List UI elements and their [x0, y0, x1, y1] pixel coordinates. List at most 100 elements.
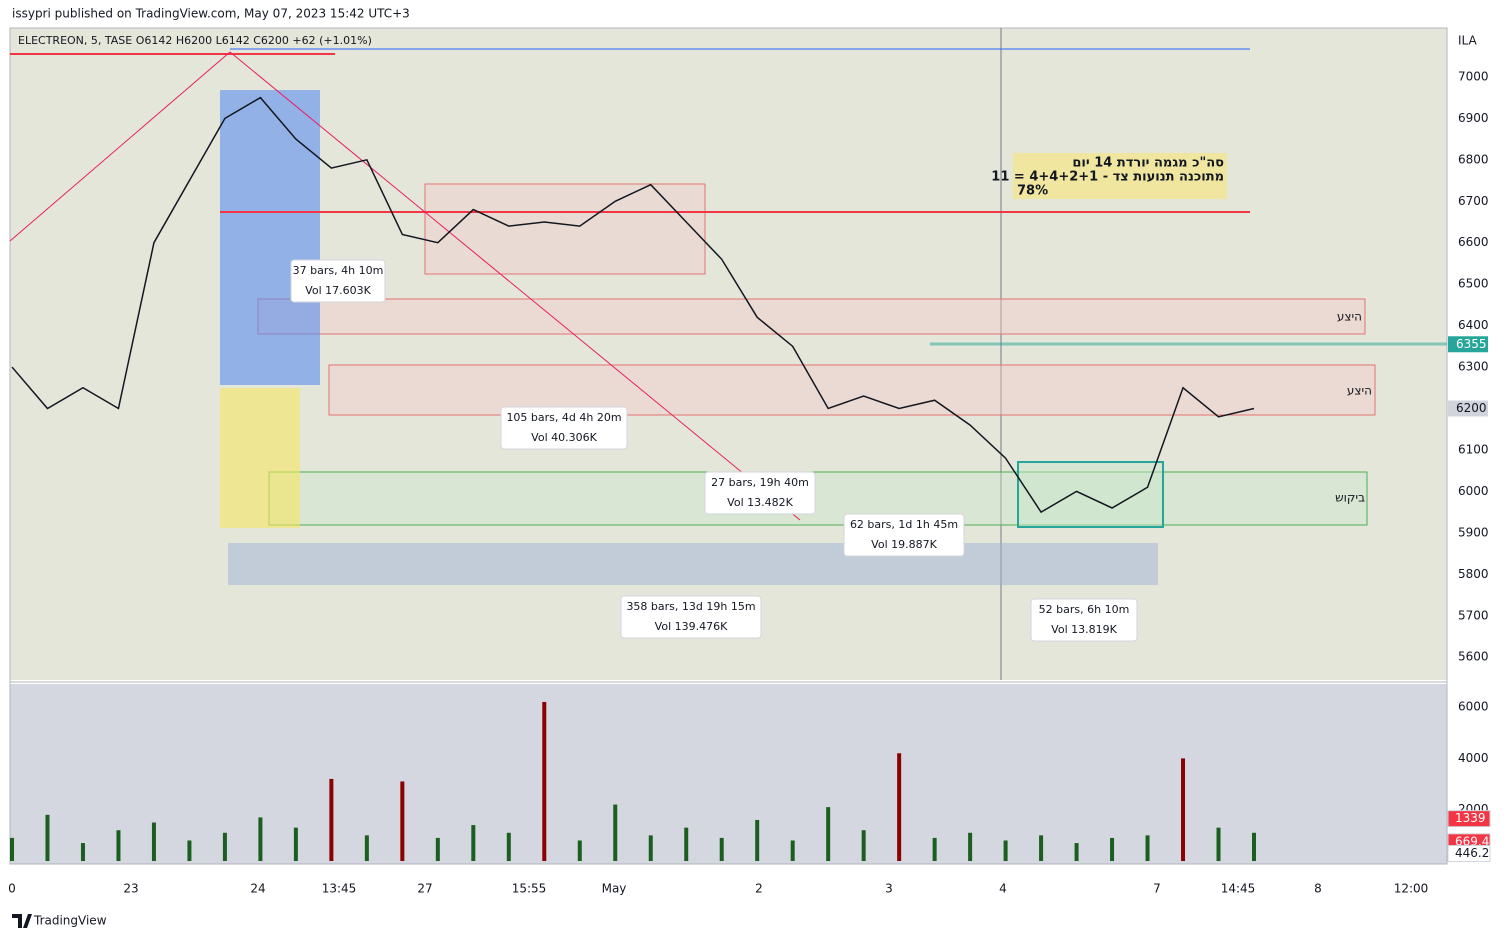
measure-text: Vol 13.482K: [727, 496, 793, 509]
trend-line: [9, 51, 231, 242]
zone-label: היצע: [1347, 384, 1372, 398]
time-label: 27: [417, 882, 432, 896]
measure-text: Vol 19.887K: [871, 538, 937, 551]
brand: TradingView: [33, 914, 107, 928]
volume-bar: [790, 840, 795, 861]
volume-bar: [10, 837, 14, 861]
volume-bar: [577, 840, 582, 861]
annotation-line: 11 = 4+4+2+1 - מתוכנה תנועות צד: [991, 170, 1224, 185]
zone-label: היצע: [1337, 310, 1362, 324]
measure-text: 62 bars, 1d 1h 45m: [850, 518, 958, 531]
y-tick-label: 6600: [1458, 235, 1489, 249]
measure-box: [620, 595, 762, 639]
volume-profile: [220, 90, 320, 385]
volume-level-label: 1339: [1455, 811, 1486, 825]
volume-bar: [1039, 835, 1044, 861]
zone-label: ביקוש: [1335, 491, 1365, 505]
volume-level-box: [1447, 845, 1491, 863]
measure-text: Vol 139.476K: [655, 620, 728, 633]
measure-box: [1030, 598, 1138, 642]
volume-bar: [1216, 827, 1221, 861]
volume-bar: [613, 804, 618, 861]
annotation-line: 78%: [1017, 184, 1048, 199]
measure-text: 105 bars, 4d 4h 20m: [506, 411, 621, 424]
time-label: 13:45: [322, 882, 357, 896]
y-tick-label: 5600: [1458, 650, 1489, 664]
volume-bar: [968, 832, 973, 861]
volume-bar: [471, 825, 476, 861]
measure-text: Vol 13.819K: [1051, 623, 1117, 636]
volume-bar: [1252, 832, 1256, 861]
y-tick-label: 5900: [1458, 525, 1489, 539]
range-box: [1017, 461, 1164, 528]
measure-text: 52 bars, 6h 10m: [1039, 603, 1130, 616]
y-tick-label: 5800: [1458, 567, 1489, 581]
volume-bar: [684, 827, 689, 861]
y-tick-label: 6700: [1458, 194, 1489, 208]
price-line: [11, 96, 1255, 514]
measure-text: 37 bars, 4h 10m: [293, 264, 384, 277]
volume-bar: [45, 814, 50, 861]
volume-bar: [719, 837, 724, 861]
measure-range: [228, 543, 1158, 585]
measure-box: [704, 471, 816, 515]
time-label: 12:00: [1394, 882, 1429, 896]
volume-bar: [187, 840, 192, 861]
volume-bar: [506, 832, 511, 861]
volume-bar: [897, 753, 902, 861]
volume-bar: [1181, 758, 1186, 861]
currency: ILA: [1458, 34, 1478, 48]
volume-bar: [80, 843, 85, 861]
symbol-info: ELECTREON, 5, TASE O6142 H6200 L6142 C62…: [18, 34, 372, 47]
volume-bar: [293, 827, 298, 861]
volume-pane: [10, 684, 1447, 864]
demand-zone: [268, 471, 1368, 526]
y-tick-label: 5700: [1458, 608, 1489, 622]
volume-bar: [116, 830, 121, 861]
y-tick-label: 6900: [1458, 111, 1489, 125]
measure-text: 358 bars, 13d 19h 15m: [626, 600, 755, 613]
measure-text: Vol 40.306K: [531, 431, 597, 444]
volume-bar: [222, 832, 227, 861]
time-label: 8: [1314, 882, 1322, 896]
time-label: 0: [8, 882, 16, 896]
y-tick-label: 6800: [1458, 152, 1489, 166]
measure-box: [290, 259, 386, 303]
time-label: May: [602, 882, 627, 896]
annotation-line: סה"כ מגמה יורדת 14 יום: [1072, 156, 1224, 171]
time-label: 2: [755, 882, 763, 896]
volume-bar: [826, 807, 831, 861]
volume-bar: [648, 835, 653, 861]
volume-bar: [1003, 840, 1008, 861]
volume-bar: [1145, 835, 1150, 861]
volume-bar: [1074, 843, 1079, 861]
y-tick-label: 6400: [1458, 318, 1489, 332]
time-label: 23: [123, 882, 138, 896]
measure-box: [843, 513, 965, 557]
volume-bar: [400, 781, 405, 861]
volume-bar: [329, 778, 334, 861]
volume-bar: [435, 837, 440, 861]
volume-level-label: 669.4: [1455, 834, 1489, 848]
volume-tick-label: 6000: [1458, 700, 1489, 714]
measure-box: [500, 406, 628, 450]
volume-bar: [258, 817, 263, 861]
annotation-box: [1013, 153, 1227, 199]
volume-bar: [861, 830, 866, 861]
time-label: 15:55: [512, 882, 547, 896]
price-label-box: [1448, 336, 1488, 353]
volume-tick-label: 4000: [1458, 751, 1489, 765]
price-label: 6355: [1456, 337, 1487, 351]
time-label: 24: [250, 882, 265, 896]
time-label: 14:45: [1221, 882, 1256, 896]
volume-bar: [1110, 837, 1115, 861]
time-label: 4: [999, 882, 1007, 896]
volume-bar: [755, 819, 760, 861]
volume-level-label: 446.2: [1455, 846, 1489, 860]
y-tick-label: 6300: [1458, 360, 1489, 374]
range-box: [424, 183, 706, 275]
y-tick-label: 7000: [1458, 69, 1489, 83]
price-label: 6200: [1456, 401, 1487, 415]
y-tick-label: 6000: [1458, 484, 1489, 498]
